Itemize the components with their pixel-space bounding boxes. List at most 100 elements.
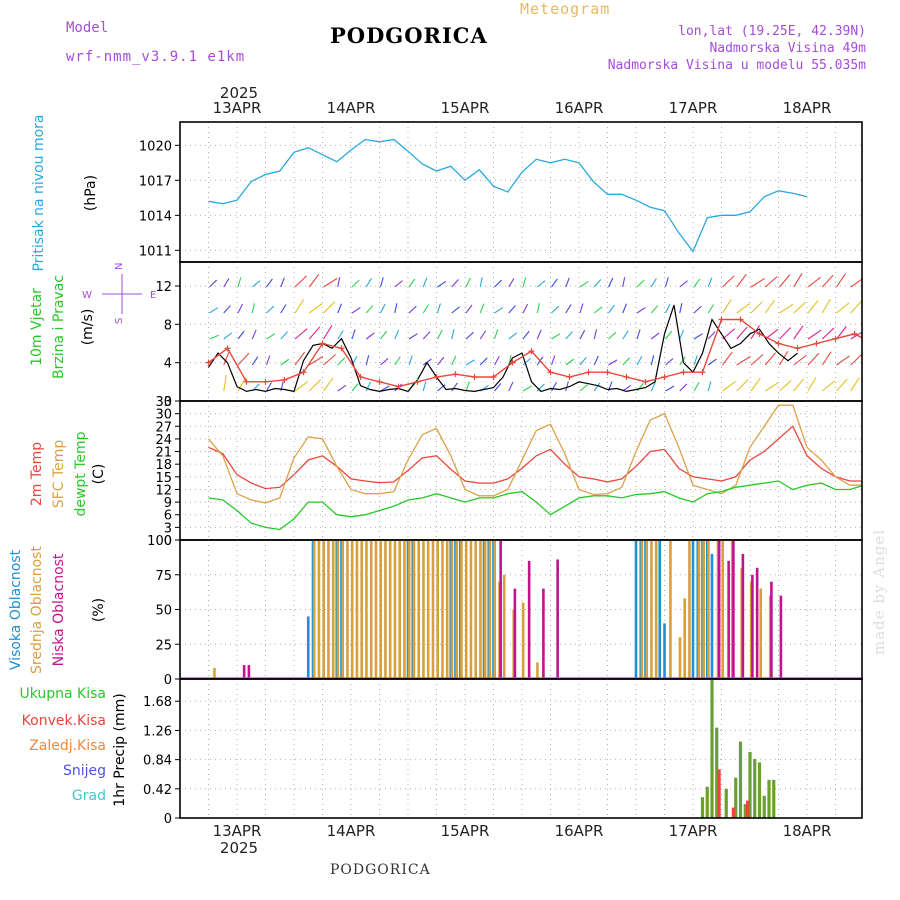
- gust-marker: [871, 340, 877, 346]
- wind-arrow: [465, 381, 470, 392]
- cloud-bar-srednja-oblacnost: [450, 540, 454, 679]
- wind-arrow: [337, 330, 344, 340]
- wind-arrow: [223, 278, 230, 288]
- x-tick-top: 15APR: [441, 99, 490, 117]
- wind-label-1: 10m Vjetar: [29, 288, 45, 366]
- gust-marker: [851, 330, 858, 337]
- wind-arrow: [237, 303, 244, 314]
- wind-arrow: [508, 278, 515, 288]
- precip-bar-ukupna-kisa: [772, 779, 776, 818]
- wind-arrow: [394, 329, 400, 340]
- wind-arrow: [622, 330, 629, 340]
- wind-arrow: [707, 358, 717, 366]
- wind-arrow: [351, 279, 360, 288]
- cloud-label-high: Visoka Oblacnost: [8, 549, 24, 670]
- wind-arrow: [223, 349, 231, 366]
- wind-arrow: [493, 329, 499, 340]
- temp-label-sfc: SFC Temp: [51, 440, 67, 509]
- cloud-bar-srednja-oblacnost: [759, 588, 762, 679]
- x-tick-top: 13APR: [213, 99, 262, 117]
- gust-marker: [775, 340, 782, 347]
- cloud-bar-srednja-oblacnost: [455, 540, 458, 679]
- series-line-2m-temp: [208, 425, 862, 490]
- wind-arrow: [693, 382, 700, 392]
- x-tick-bottom: 16APR: [555, 822, 604, 840]
- wind-arrow: [536, 280, 546, 288]
- wind-arrow: [650, 305, 659, 314]
- wind-arrow: [879, 274, 889, 287]
- wind-arrow: [807, 300, 819, 314]
- wind-arrow: [807, 329, 822, 340]
- wind-arrow: [365, 278, 372, 288]
- wind-arrow: [579, 280, 589, 288]
- wind-arrow: [850, 353, 862, 366]
- wind-arrow: [764, 276, 778, 288]
- wind-arrow: [479, 357, 488, 366]
- gust-marker: [699, 369, 706, 376]
- wind-arrow: [736, 326, 748, 340]
- wind-arrow: [750, 354, 764, 366]
- x-tick-bottom: 13APR: [213, 822, 262, 840]
- cloud-bar-srednja-oblacnost: [365, 540, 368, 679]
- wind-arrow: [679, 383, 688, 392]
- wind-arrow: [636, 329, 641, 340]
- cloud-bar-visoka-oblacnost: [306, 616, 310, 679]
- model-label: Model: [66, 20, 109, 36]
- cloud-bar-srednja-oblacnost: [213, 667, 216, 679]
- wind-arrow: [693, 355, 698, 366]
- wind-arrow: [707, 277, 713, 288]
- cloud-bar-niska-oblacnost: [741, 553, 745, 679]
- wind-arrow: [707, 381, 712, 392]
- series-line-dewpt-temp: [208, 480, 862, 531]
- wind-arrow: [266, 333, 276, 340]
- wind-arrow: [665, 303, 671, 314]
- wind-arrow: [593, 329, 598, 340]
- y-tick-label: 0: [164, 673, 172, 688]
- wind-arrow: [722, 328, 736, 340]
- wind-arrow: [323, 354, 336, 366]
- wind-arrow: [779, 303, 794, 314]
- wind-arrow: [251, 280, 261, 288]
- series-line-sfc-temp: [208, 404, 862, 504]
- cloud-bar-srednja-oblacnost: [336, 540, 340, 679]
- wind-arrow: [821, 327, 835, 340]
- wind-arrow: [536, 329, 542, 340]
- y-tick-label: 9: [164, 496, 172, 511]
- y-tick-label: 0.42: [143, 783, 172, 798]
- cloud-bar-srednja-oblacnost: [683, 598, 686, 679]
- gust-marker: [357, 374, 364, 381]
- wind-arrow: [622, 277, 626, 288]
- wind-arrow: [223, 305, 231, 314]
- wind-arrow: [636, 355, 643, 366]
- wind-arrow: [251, 303, 255, 314]
- cloud-bar-srednja-oblacnost: [412, 540, 416, 679]
- wind-arrow: [408, 333, 418, 340]
- wind-arrow: [451, 306, 460, 314]
- cloud-bar-srednja-oblacnost: [374, 540, 378, 679]
- y-tick-label: 24: [155, 433, 172, 448]
- cloud-bar-srednja-oblacnost: [464, 540, 468, 679]
- cloud-bar-srednja-oblacnost: [469, 540, 473, 679]
- wind-arrow: [365, 381, 371, 392]
- precip-bar-konvek-kisa: [717, 769, 721, 818]
- cloud-bar-srednja-oblacnost: [431, 540, 435, 679]
- wind-arrow: [793, 273, 803, 288]
- y-tick-label: 1014: [139, 209, 172, 224]
- wind-arrow: [850, 377, 860, 392]
- cloud-bar-srednja-oblacnost: [331, 540, 335, 679]
- wind-arrow: [707, 331, 716, 340]
- wind-arrow: [323, 278, 338, 288]
- wind-arrow: [693, 333, 703, 340]
- y-tick-label: 25: [155, 638, 172, 653]
- wind-arrow: [879, 327, 889, 339]
- wind-arrow: [807, 276, 821, 288]
- wind-arrow: [351, 382, 359, 392]
- cloud-bar-visoka-oblacnost: [710, 553, 714, 679]
- gust-marker: [243, 378, 250, 385]
- wind-arrow: [636, 279, 645, 288]
- cloud-label-mid: Srednja Oblacnost: [29, 546, 45, 674]
- wind-arrow: [894, 279, 900, 287]
- cloud-bar-srednja-oblacnost: [322, 540, 325, 679]
- cloud-bar-visoka-oblacnost: [658, 540, 662, 679]
- wind-arrow: [807, 352, 820, 366]
